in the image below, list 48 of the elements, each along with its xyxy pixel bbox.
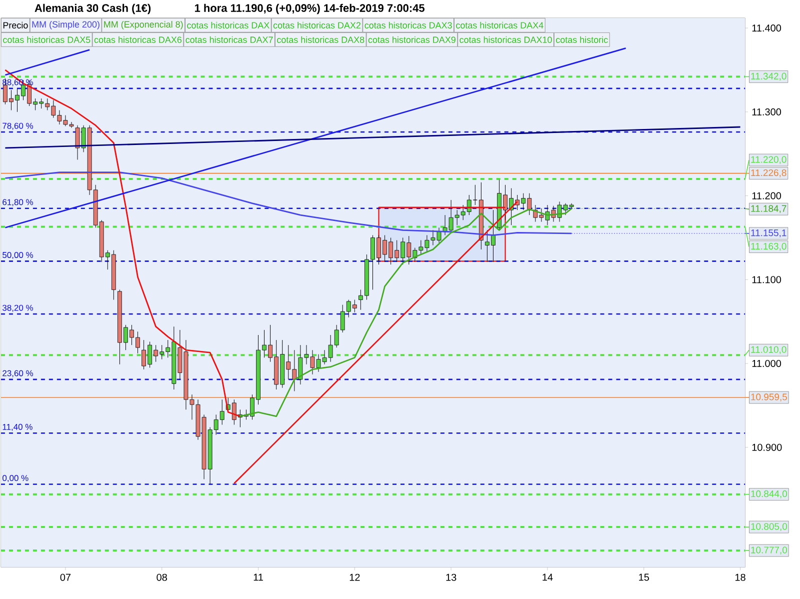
data-label: 11.184,7 xyxy=(751,205,786,213)
y-tick-label: 11.400 xyxy=(752,24,782,32)
annotation: 23,60 % xyxy=(2,370,34,378)
x-tick-label: 18 xyxy=(735,574,746,581)
annotation: cotas historicas DAX6 xyxy=(94,36,182,43)
annotation: 50,00 % xyxy=(2,252,34,259)
ref-line-label: 10.777,0 xyxy=(751,546,788,554)
chart-subtitle: 1 hora 11.190,6 (+0,09%) 14-feb-2019 7:00:45 xyxy=(194,4,424,14)
annotation: cotas historicas DAX3 xyxy=(364,22,452,28)
ref-line-label: 11.010,0 xyxy=(751,346,786,354)
ref-line-label: 11.220,0 xyxy=(751,156,786,164)
y-tick-label: 11.100 xyxy=(752,276,782,284)
text: Precio xyxy=(3,22,28,28)
y-tick-label: 10.900 xyxy=(752,444,782,451)
annotation: cotas historicas DAX8 xyxy=(277,36,364,43)
y-tick-label: 11.300 xyxy=(752,108,782,116)
annotation: cotas historicas DAX4 xyxy=(456,22,544,28)
ref-line-label: 11.226,8 xyxy=(751,169,786,178)
annotation: cotas historic xyxy=(556,36,608,43)
x-tick-label: 12 xyxy=(350,574,360,581)
x-tick-label: 07 xyxy=(60,574,71,581)
ref-line-label: 10.959,5 xyxy=(751,393,788,402)
annotation: 78,60 % xyxy=(2,122,34,130)
annotation: 0,00 % xyxy=(2,474,28,482)
x-tick-label: 13 xyxy=(446,574,456,581)
annotation: cotas historicas DAX5 xyxy=(3,36,90,43)
ref-line-label: 11.342,0 xyxy=(751,72,786,80)
annotation: cotas historicas DAX7 xyxy=(186,36,273,43)
text: MM (Exponencial 8) xyxy=(104,20,183,30)
annotation: cotas historicas DAX2 xyxy=(273,22,360,28)
y-tick-label: 11.200 xyxy=(752,192,782,200)
ref-line-label: 10.805,0 xyxy=(751,522,788,531)
ref-line-label: 11.163,0 xyxy=(751,242,786,251)
annotation: cotas historicas DAX10 xyxy=(460,36,552,43)
annotation: 61,80 % xyxy=(2,199,34,206)
x-tick-label: 15 xyxy=(639,574,649,581)
x-tick-label: 11 xyxy=(254,574,263,581)
annotation: cotas historicas DAX9 xyxy=(368,36,456,43)
text: MM (Simple 200) xyxy=(32,20,100,30)
annotation: 11,40 % xyxy=(2,424,32,431)
annotation: cotas historicas DAX xyxy=(187,22,270,28)
annotation: 38,20 % xyxy=(2,304,34,312)
data-label: 11.155,1 xyxy=(751,229,786,238)
x-tick-label: 08 xyxy=(156,574,167,581)
chart-title: Alemania 30 Cash (1€) xyxy=(34,4,151,14)
y-tick-label: 11.000 xyxy=(752,360,782,367)
x-tick-label: 14 xyxy=(542,574,553,581)
ref-line-label: 10.844,0 xyxy=(751,490,788,498)
